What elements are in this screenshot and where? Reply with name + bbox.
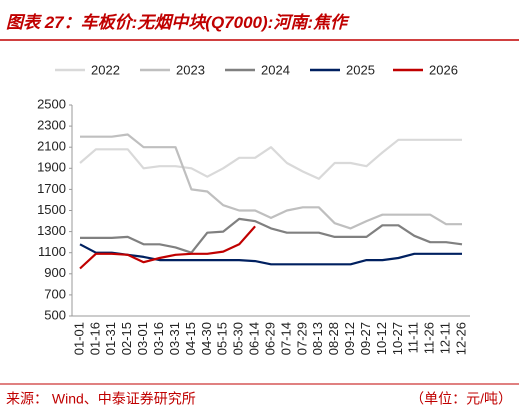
- y-tick-label: 1500: [37, 202, 66, 217]
- x-tick-label: 05-30: [231, 322, 246, 355]
- series-line: [80, 217, 463, 254]
- legend-label: 2022: [91, 62, 120, 77]
- x-tick-label: 05-15: [215, 322, 230, 355]
- x-tick-label: 04-30: [199, 322, 214, 355]
- x-tick-label: 07-29: [294, 322, 309, 355]
- y-tick-label: 1700: [37, 181, 66, 196]
- series-line: [79, 138, 462, 180]
- x-tick-label: 01-31: [103, 322, 118, 355]
- y-tick-label: 900: [44, 265, 66, 280]
- legend-label: 2026: [429, 62, 458, 77]
- x-tick-label: 03-16: [151, 322, 166, 355]
- chart-title: 图表 27：车板价:无烟中块(Q7000):河南:焦作: [6, 13, 350, 32]
- x-tick-label: 06-29: [262, 322, 277, 355]
- x-tick-label: 01-16: [87, 322, 102, 355]
- series-line: [80, 133, 462, 230]
- x-tick-label: 04-15: [183, 322, 198, 355]
- legend-label: 2025: [346, 62, 375, 77]
- series-line: [79, 225, 256, 270]
- x-tick-label: 01-01: [71, 322, 86, 355]
- x-tick-label: 11-11: [406, 322, 421, 353]
- y-tick-label: 2300: [37, 118, 66, 133]
- x-tick-label: 02-15: [119, 322, 134, 355]
- x-tick-label: 09-12: [342, 322, 357, 355]
- x-tick-label: 10-12: [374, 322, 389, 355]
- series-line: [79, 243, 462, 266]
- y-tick-label: 2500: [37, 96, 66, 111]
- x-tick-label: 03-01: [135, 322, 150, 355]
- legend-label: 2023: [176, 62, 205, 77]
- unit: （单位：元/吨）: [410, 391, 512, 407]
- x-tick-label: 08-13: [310, 322, 325, 355]
- x-tick-label: 10-27: [390, 322, 405, 355]
- legend-label: 2024: [261, 62, 290, 77]
- y-tick-label: 1100: [38, 244, 66, 259]
- source: 来源： Wind、中泰证券研究所: [6, 391, 196, 407]
- x-tick-label: 11-26: [422, 322, 437, 354]
- x-tick-label: 03-31: [167, 322, 182, 355]
- y-tick-label: 2100: [37, 139, 66, 154]
- x-tick-label: 06-14: [247, 322, 262, 355]
- x-tick-label: 09-27: [358, 322, 373, 355]
- x-tick-label: 12-11: [438, 322, 453, 354]
- y-tick-label: 1300: [37, 223, 66, 238]
- x-tick-label: 07-14: [278, 322, 293, 355]
- y-tick-label: 500: [44, 307, 66, 322]
- x-tick-label: 08-28: [326, 322, 341, 355]
- x-tick-label: 12-26: [453, 322, 468, 355]
- y-tick-label: 700: [44, 286, 66, 301]
- y-tick-label: 1900: [37, 160, 66, 175]
